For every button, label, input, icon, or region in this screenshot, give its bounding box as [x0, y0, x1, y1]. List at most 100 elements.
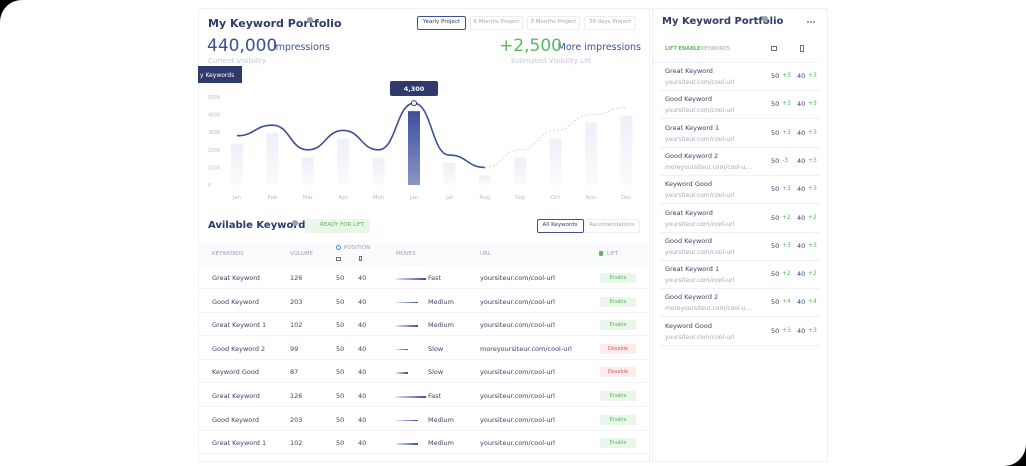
position-desktop: 50 [336, 415, 345, 424]
tab-label[interactable]: Yearly Project [423, 19, 460, 25]
lift-badge[interactable] [600, 438, 636, 449]
side-desktop-delta: +4 [782, 298, 791, 306]
side-divider [660, 118, 820, 120]
x-tick-label: Nov [586, 195, 597, 201]
lift-status[interactable]: Enable [609, 275, 627, 281]
lift-badge[interactable] [600, 414, 636, 425]
keyword: Good Keyword [212, 415, 259, 424]
mobile-icon [800, 45, 804, 52]
lift-badge[interactable] [600, 320, 636, 331]
volume: 99 [290, 344, 299, 353]
side-url: moreyoursiteur.com/cool-u... [665, 305, 752, 313]
bar [443, 163, 456, 185]
side-mobile-delta: +3 [808, 100, 817, 108]
mobile-icon [359, 256, 362, 261]
google-icon [336, 245, 341, 250]
volume: 126 [290, 392, 303, 400]
side-mobile: 40 [797, 213, 806, 222]
side-desktop: 50 [771, 298, 780, 307]
bar [266, 133, 279, 185]
x-tick-label: Apr [338, 195, 348, 201]
side-desktop-delta: +3 [782, 241, 791, 249]
lift-status[interactable]: Enable [609, 298, 627, 305]
side-mobile: 40 [797, 100, 806, 109]
side-keyword: Keyword Good [665, 180, 712, 189]
tab-label[interactable]: 3 Months Project [530, 19, 577, 25]
side-keyword: Keyword Good [665, 321, 712, 330]
tab[interactable] [470, 16, 523, 30]
side-mobile: 40 [797, 72, 806, 80]
lift-status[interactable]: Desable [607, 345, 629, 352]
side-url: yoursiteur.com/cool-url [665, 277, 735, 285]
section-title: Avilable Keywords [208, 220, 312, 231]
bar-highlight [408, 111, 420, 185]
side-desktop-delta: +3 [782, 128, 791, 136]
move: Medium [428, 321, 454, 330]
position-mobile: 40 [358, 368, 367, 377]
move: Medium [428, 439, 454, 448]
side-keyword: Good Keyword [665, 236, 712, 245]
url: yoursiteur.com/cool-url [480, 368, 555, 377]
x-tick-label: Feb [268, 195, 278, 201]
tab[interactable] [417, 16, 466, 30]
button[interactable] [537, 219, 584, 233]
lift-badge[interactable] [600, 343, 636, 354]
keyword: Great Keyword [212, 392, 260, 400]
side-mobile-delta: +4 [808, 298, 817, 306]
side-desktop: 50 [771, 100, 780, 109]
button[interactable] [585, 219, 640, 233]
side-mobile-delta: +2 [808, 270, 817, 278]
tab-label[interactable]: 30 days Project [588, 19, 632, 25]
tab[interactable] [527, 16, 580, 30]
side-keyword: Good Keyword 2 [665, 293, 719, 302]
url: yoursiteur.com/cool-url [480, 415, 555, 424]
move-bar [396, 443, 418, 445]
bar [478, 175, 491, 185]
move: Slow [428, 368, 444, 377]
move: Medium [428, 415, 454, 424]
side-mobile-delta: +3 [808, 156, 817, 164]
info-icon [292, 220, 298, 226]
side-desktop-delta: +3 [782, 326, 791, 334]
keyword: Great Keyword 1 [212, 321, 267, 330]
y-tick-label: 100k [208, 165, 221, 171]
keyword: Great Keyword [212, 274, 260, 282]
tab-label[interactable]: 6 Months Project [473, 19, 520, 25]
position-mobile: 40 [358, 392, 367, 400]
line [484, 107, 627, 168]
lift-status[interactable]: Enable [609, 322, 627, 329]
bar [337, 138, 350, 185]
info-icon [307, 17, 313, 23]
keyword: Great Keyword 1 [212, 439, 267, 448]
lift-badge[interactable] [600, 296, 636, 307]
side-header: KEYWORDS [701, 46, 730, 52]
menu-dots[interactable] [807, 21, 815, 25]
x-tick-label: Mar [303, 195, 314, 201]
x-tick-label: Jul [445, 195, 453, 201]
column-header: MOVES [396, 251, 416, 257]
lift-status[interactable]: Enable [609, 416, 627, 423]
lift-status[interactable]: Desable [607, 369, 629, 376]
side-desktop-delta: -3 [782, 156, 788, 164]
lift-status[interactable]: Enable [609, 393, 627, 399]
position-mobile: 40 [358, 439, 367, 448]
x-tick-label: Sep [515, 195, 526, 201]
side-divider [660, 90, 820, 91]
position-mobile: 40 [358, 415, 367, 424]
lift-badge[interactable] [600, 367, 636, 378]
bar [301, 157, 314, 185]
side-desktop-delta: +2 [782, 213, 791, 221]
lift-badge[interactable] [600, 273, 636, 283]
position-mobile: 40 [358, 321, 367, 330]
url: yoursiteur.com/cool-url [480, 392, 555, 400]
x-tick-label: Dec [621, 195, 632, 201]
lift-status[interactable]: Enable [609, 440, 627, 447]
side-header-lift: LIFT ENABLE [665, 46, 701, 52]
tab[interactable] [584, 16, 636, 30]
button-label[interactable]: All Keywords [542, 222, 578, 228]
row-divider [198, 288, 648, 289]
side-keyword: Great Keyword [665, 67, 713, 75]
url: moreyoursiteur.com/cool-url [480, 344, 572, 353]
lift-badge[interactable] [600, 391, 636, 401]
button-label[interactable]: Recomendations [589, 222, 635, 228]
